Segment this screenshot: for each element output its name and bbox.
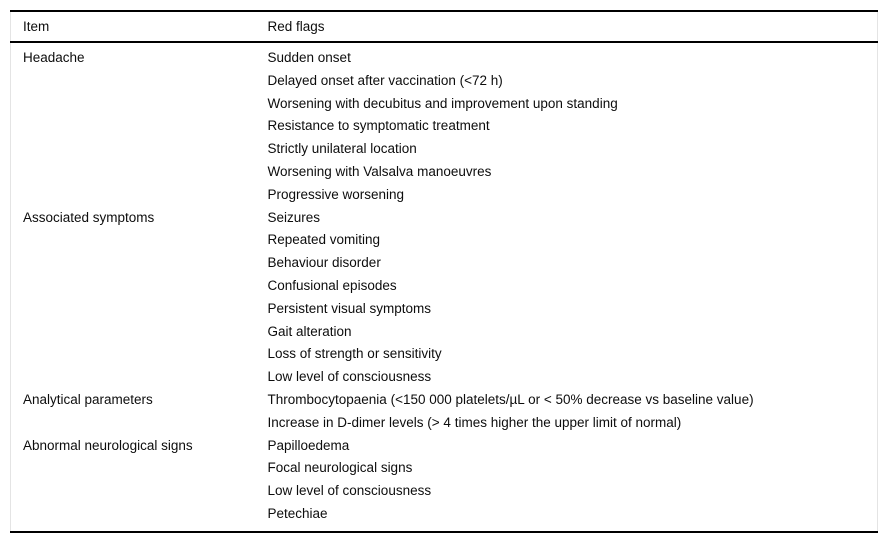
item-cell: Analytical parameters (23, 391, 153, 407)
table-header: Item Red flags (10, 11, 878, 43)
red-flag-line: Gait alteration (267, 323, 352, 339)
red-flag-line: Worsening with Valsalva manoeuvres (267, 163, 492, 179)
red-flag-line: Focal neurological signs (267, 460, 413, 476)
flags-cell: Papilloedema Focal neurological signs Low … (256, 435, 878, 532)
red-flag-line: Loss of strength or sensitivity (267, 346, 442, 362)
red-flag-line: Progressive worsening (267, 186, 405, 202)
table-row: Analytical parameters Thrombocytopaenia (… (11, 389, 878, 435)
table-row: Associated symptoms Seizures Repeated vomi… (11, 207, 878, 389)
red-flag-line: Repeated vomiting (267, 232, 381, 248)
header-item: Item (10, 11, 256, 43)
flags-cell: Seizures Repeated vomiting Behaviour disor… (256, 207, 878, 389)
header-red-flags: Red flags (255, 11, 878, 43)
red-flag-line: Sudden onset (267, 50, 351, 65)
red-flag-line: Strictly unilateral location (267, 141, 417, 157)
flags-cell: Thrombocytopaenia (<150 000 platelets/µL… (256, 389, 878, 435)
red-flag-line: Thrombocytopaenia (<150 000 platelets/µL… (267, 391, 754, 407)
red-flag-line: Behaviour disorder (267, 255, 381, 271)
red-flag-line: Confusional episodes (267, 277, 397, 293)
red-flag-line: Worsening with decubitus and improvement… (267, 95, 618, 111)
red-flag-line: Resistance to symptomatic treatment (267, 118, 490, 134)
red-flag-line: Persistent visual symptoms (267, 300, 432, 316)
table-row: Headache Sudden onset Delayed onset after … (11, 42, 878, 207)
item-cell: Associated symptoms (23, 209, 155, 225)
red-flag-line: Low level of consciousness (267, 483, 432, 499)
item-cell: Headache (23, 50, 85, 65)
red-flag-line: Increase in D-dimer levels (> 4 times hi… (267, 414, 682, 430)
red-flag-line: Delayed onset after vaccination (<72 h) (267, 72, 503, 88)
red-flags-table: Item Red flags Headache Sudden onset Delay… (10, 10, 878, 533)
table-row: Abnormal neurological signs Papilloedema F… (11, 435, 878, 532)
flags-cell: Sudden onset Delayed onset after vaccinat… (256, 42, 878, 207)
red-flag-line: Seizures (267, 209, 321, 225)
table-body: Headache Sudden onset Delayed onset after … (11, 42, 878, 532)
red-flag-line: Petechiae (267, 505, 328, 521)
item-cell: Abnormal neurological signs (23, 437, 193, 453)
header-row: Item Red flags (10, 11, 878, 43)
red-flag-line: Papilloedema (267, 437, 350, 453)
red-flag-line: Low level of consciousness (267, 369, 432, 385)
